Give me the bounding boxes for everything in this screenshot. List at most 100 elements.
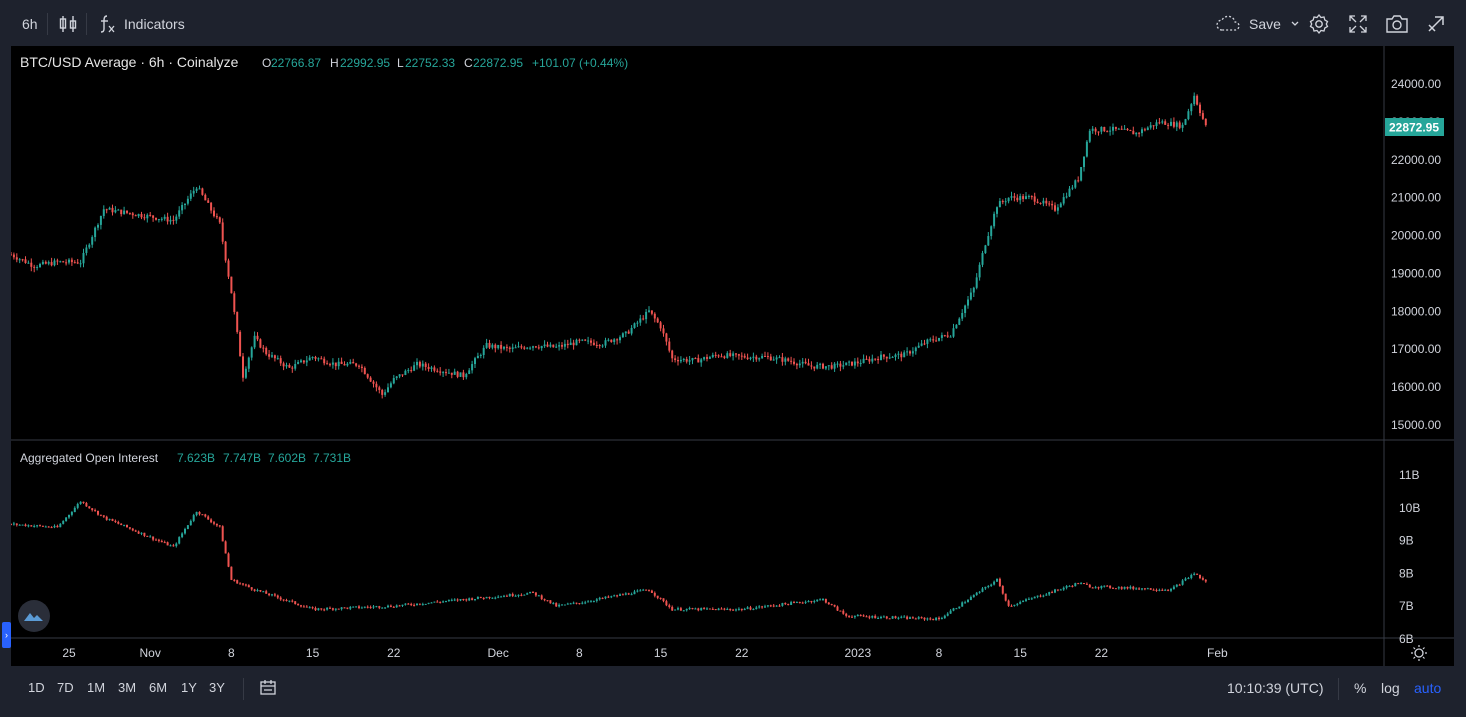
percent-scale-toggle[interactable]: % xyxy=(1354,680,1367,696)
candle-body xyxy=(1030,196,1033,198)
candle-body xyxy=(447,372,450,374)
candle-body xyxy=(178,210,181,217)
oi-candle-body xyxy=(659,597,662,599)
candle-body xyxy=(76,262,79,264)
candle-body xyxy=(566,343,569,346)
chart-settings-button[interactable] xyxy=(1411,645,1427,661)
oi-candle-body xyxy=(552,603,555,605)
oi-candle-body xyxy=(59,523,62,528)
candle-body xyxy=(213,210,215,217)
price-tick-label: 15000.00 xyxy=(1391,418,1441,432)
interval-button[interactable]: 6h xyxy=(22,8,38,40)
save-button[interactable]: Save xyxy=(1215,8,1301,40)
oi-candle-body xyxy=(842,610,845,614)
candle-body xyxy=(387,387,389,393)
utc-clock[interactable]: 10:10:39 (UTC) xyxy=(1227,680,1324,696)
oi-tick-label: 9B xyxy=(1399,534,1414,548)
oi-candle-body xyxy=(305,606,308,608)
oi-candle-body xyxy=(505,595,508,597)
candle-body xyxy=(775,357,778,360)
oi-candle-body xyxy=(613,595,616,597)
oi-candle-body xyxy=(297,604,300,606)
chart-area[interactable]: 24000.0023000.0022000.0021000.0020000.00… xyxy=(10,46,1454,666)
oi-candle-body xyxy=(308,607,311,609)
log-scale-toggle[interactable]: log xyxy=(1381,680,1400,696)
toolbar-divider xyxy=(1338,678,1339,700)
candle-body xyxy=(149,214,152,216)
candle-body xyxy=(824,366,827,369)
oi-candle-body xyxy=(445,600,447,602)
candle-body xyxy=(265,348,268,355)
oi-candle-body xyxy=(926,618,929,620)
collapse-sidebar-handle[interactable]: › xyxy=(2,622,11,648)
oi-candle-body xyxy=(964,602,967,604)
price-tick-label: 18000.00 xyxy=(1391,304,1441,318)
oi-candle-body xyxy=(1196,573,1199,575)
oi-candle-body xyxy=(903,616,906,618)
cloud-save-icon xyxy=(1215,15,1241,33)
oi-candle-body xyxy=(645,589,648,591)
candle-body xyxy=(300,360,302,362)
candle-body xyxy=(807,363,810,366)
indicators-button[interactable]: Indicators xyxy=(98,8,185,40)
publish-button[interactable] xyxy=(1426,8,1446,40)
oi-candle-body xyxy=(726,608,729,610)
range-7d[interactable]: 7D xyxy=(57,680,74,695)
candle-body xyxy=(778,357,781,359)
time-tick-label: 25 xyxy=(62,646,76,660)
date-range-button[interactable] xyxy=(258,678,278,698)
chevron-down-icon[interactable] xyxy=(1289,18,1301,30)
candle-body xyxy=(874,358,877,360)
candle-body xyxy=(662,328,665,334)
candle-body xyxy=(911,351,914,354)
coinalyze-logo[interactable] xyxy=(18,600,50,632)
range-3m[interactable]: 3M xyxy=(118,680,137,695)
oi-candle-body xyxy=(761,606,764,608)
candle-body xyxy=(932,339,935,341)
snapshot-button[interactable] xyxy=(1385,8,1409,40)
oi-candle-body xyxy=(230,566,233,580)
range-1y[interactable]: 1Y xyxy=(181,680,197,695)
oi-candle-body xyxy=(923,617,926,620)
candle-body xyxy=(511,347,514,349)
candle-body xyxy=(711,354,714,358)
oi-candle-body xyxy=(430,602,433,604)
oi-candle-body xyxy=(868,616,871,618)
auto-scale-toggle[interactable]: auto xyxy=(1414,680,1442,696)
candle-body xyxy=(1135,132,1138,135)
candle-body xyxy=(30,262,33,267)
oi-candle-body xyxy=(242,583,244,585)
range-6m[interactable]: 6M xyxy=(149,680,168,695)
candle-body xyxy=(888,357,891,359)
oi-candle-body xyxy=(813,601,816,603)
oi-candle-body xyxy=(848,615,851,617)
candle-body xyxy=(305,360,308,363)
oi-candle-body xyxy=(105,516,108,520)
oi-tick-label: 6B xyxy=(1399,632,1414,646)
candle-body xyxy=(140,214,143,218)
fullscreen-button[interactable] xyxy=(1348,8,1368,40)
candle-body xyxy=(1204,118,1207,126)
candle-body xyxy=(331,362,334,365)
range-1d[interactable]: 1D xyxy=(28,680,45,695)
oi-candle-body xyxy=(47,526,50,528)
oi-candle-body xyxy=(914,618,917,620)
range-3y[interactable]: 3Y xyxy=(209,680,225,695)
range-1m[interactable]: 1M xyxy=(87,680,106,695)
candle-body xyxy=(552,344,555,348)
candle-body xyxy=(337,361,340,367)
candle-body xyxy=(244,368,247,378)
candle-body xyxy=(1059,203,1062,208)
oi-candle-body xyxy=(981,588,984,592)
settings-button[interactable] xyxy=(1308,8,1330,40)
oi-candle-body xyxy=(157,539,160,541)
oi-candle-body xyxy=(68,514,70,518)
oi-candle-body xyxy=(529,591,532,594)
candle-body xyxy=(169,219,172,222)
oi-candle-body xyxy=(343,607,346,609)
oi-candle-body xyxy=(874,615,877,619)
oi-candle-body xyxy=(1033,596,1036,599)
candle-body xyxy=(44,261,47,264)
bar-style-button[interactable] xyxy=(59,8,77,40)
chart-canvas[interactable]: 24000.0023000.0022000.0021000.0020000.00… xyxy=(10,46,1454,666)
